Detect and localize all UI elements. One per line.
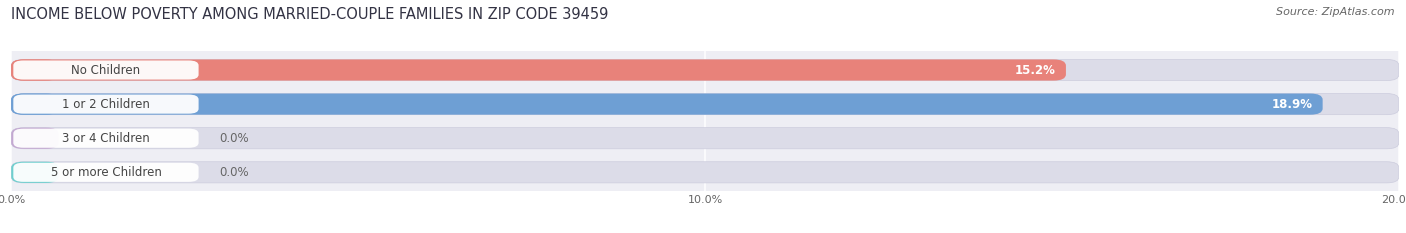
FancyBboxPatch shape <box>13 129 198 148</box>
FancyBboxPatch shape <box>11 128 1399 149</box>
FancyBboxPatch shape <box>11 93 1323 115</box>
FancyBboxPatch shape <box>13 163 198 182</box>
FancyBboxPatch shape <box>11 93 59 115</box>
FancyBboxPatch shape <box>11 128 59 149</box>
FancyBboxPatch shape <box>11 59 59 81</box>
FancyBboxPatch shape <box>11 93 1399 115</box>
Text: 5 or more Children: 5 or more Children <box>51 166 162 179</box>
Text: INCOME BELOW POVERTY AMONG MARRIED-COUPLE FAMILIES IN ZIP CODE 39459: INCOME BELOW POVERTY AMONG MARRIED-COUPL… <box>11 7 609 22</box>
Text: 0.0%: 0.0% <box>219 132 249 145</box>
FancyBboxPatch shape <box>11 59 1399 81</box>
FancyBboxPatch shape <box>13 61 198 79</box>
Text: 1 or 2 Children: 1 or 2 Children <box>62 98 150 111</box>
Text: 0.0%: 0.0% <box>219 166 249 179</box>
FancyBboxPatch shape <box>11 59 1066 81</box>
Text: 15.2%: 15.2% <box>1015 64 1056 76</box>
Text: No Children: No Children <box>72 64 141 76</box>
Text: Source: ZipAtlas.com: Source: ZipAtlas.com <box>1277 7 1395 17</box>
Text: 3 or 4 Children: 3 or 4 Children <box>62 132 150 145</box>
Text: 18.9%: 18.9% <box>1271 98 1312 111</box>
FancyBboxPatch shape <box>11 162 59 183</box>
FancyBboxPatch shape <box>11 162 1399 183</box>
FancyBboxPatch shape <box>13 95 198 114</box>
